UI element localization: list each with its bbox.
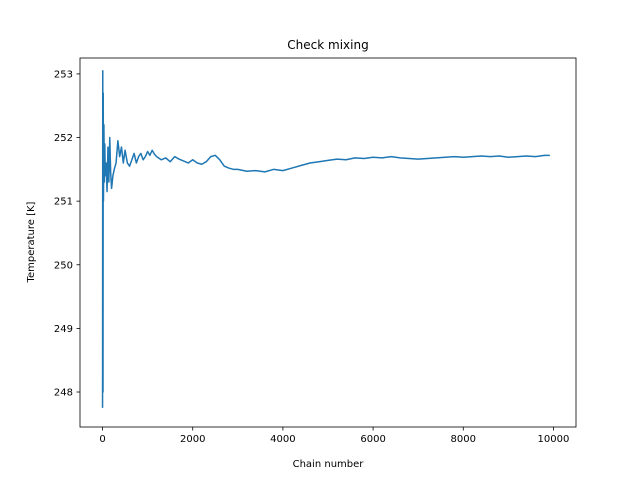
chart-title: Check mixing [287,38,368,52]
series-line-0 [101,69,550,408]
x-tick-label: 4000 [270,434,295,445]
plot-area [79,57,577,428]
y-tick-label: 249 [54,324,73,335]
x-tick-label: 10000 [538,434,570,445]
y-tick-label: 248 [54,388,73,399]
x-axis-label: Chain number [293,459,365,470]
plot-background [80,58,576,427]
x-tick-label: 2000 [180,434,205,445]
y-tick-label: 252 [54,133,73,144]
y-axis: 248 249 250 251 252 253 [54,69,80,399]
x-axis: 0 2000 4000 6000 8000 10000 [99,427,569,445]
plot-frame [79,57,577,428]
y-tick-label: 251 [54,197,73,208]
x-tick-label: 6000 [360,434,385,445]
y-tick-label: 253 [54,69,73,80]
x-tick-label: 0 [99,434,105,445]
y-axis-label: Temperature [K] [26,201,37,283]
x-tick-label: 8000 [451,434,476,445]
y-tick-label: 250 [54,260,73,271]
